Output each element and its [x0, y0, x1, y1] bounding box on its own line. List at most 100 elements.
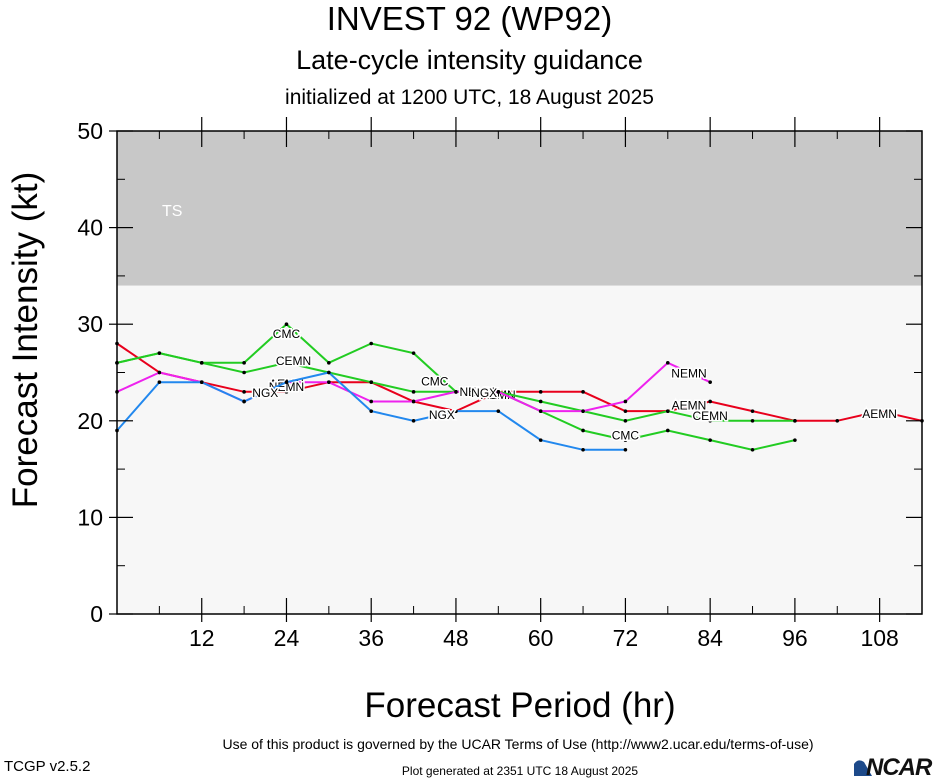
data-point-cmc [581, 428, 585, 433]
data-point-ngx [199, 380, 204, 384]
data-point-aemn [242, 390, 246, 394]
data-point-cmc [327, 361, 331, 365]
data-point-nemn [454, 390, 458, 394]
data-point-nemn [496, 390, 501, 394]
series-label-cmc: CMC [612, 428, 640, 442]
series-label-cmc: CMC [273, 327, 301, 341]
data-point-ngx [327, 370, 331, 375]
series-label-aemn: AEMN [481, 388, 516, 402]
data-point-ngx [623, 447, 628, 452]
series-label-nemn: NEMN [459, 385, 494, 399]
data-point-nemn [538, 409, 543, 413]
y-tick-label: 20 [77, 408, 103, 434]
data-point-cemn [242, 370, 246, 375]
data-point-ngx [581, 447, 585, 452]
data-point-nemn [581, 409, 585, 413]
series-label-ngx: NGX [252, 386, 278, 400]
series-label-aemn: AEMN [862, 407, 897, 421]
series-label-cemn: CEMN [692, 409, 727, 423]
data-point-nemn [411, 399, 416, 404]
data-point-ngx [242, 399, 246, 404]
data-point-ngx [369, 409, 374, 413]
data-point-aemn [581, 390, 585, 394]
y-tick-label: 30 [77, 311, 103, 337]
data-point-aemn [708, 399, 712, 404]
data-point-cemn [708, 419, 712, 423]
initialization-time: initialized at 1200 UTC, 18 August 2025 [285, 86, 654, 109]
data-point-aemn [115, 341, 119, 346]
y-tick-label: 40 [77, 215, 103, 241]
data-point-cemn [411, 390, 416, 394]
series-label-nemn: NEMN [269, 380, 304, 394]
data-point-cemn [793, 419, 797, 423]
data-point-nemn [327, 380, 331, 384]
data-point-nemn [708, 380, 712, 384]
data-point-cmc [242, 361, 246, 365]
data-point-aemn [284, 390, 289, 394]
data-point-cmc [793, 438, 797, 442]
data-point-nemn [115, 390, 119, 394]
x-axis-label: Forecast Period (hr) [364, 686, 676, 725]
data-point-nemn [157, 370, 162, 375]
x-tick-label: 96 [782, 625, 808, 651]
x-tick-label: 108 [860, 625, 898, 651]
data-point-cemn [369, 380, 374, 384]
data-point-cemn [665, 409, 670, 413]
chart-bands: TS [117, 131, 922, 614]
data-point-cmc [115, 361, 119, 365]
data-point-cemn [750, 419, 755, 423]
data-point-aemn [877, 409, 882, 413]
x-tick-label: 48 [443, 625, 469, 651]
series-label-cemn: CEMN [276, 354, 311, 368]
data-point-cmc [369, 341, 374, 346]
data-point-cmc [199, 361, 204, 365]
x-tick-label: 12 [189, 625, 215, 651]
x-tick-label: 60 [528, 625, 554, 651]
data-point-ngx [538, 438, 543, 442]
data-point-aemn [835, 419, 840, 423]
chart-subtitle: Late-cycle intensity guidance [296, 45, 643, 75]
data-point-nemn [369, 399, 374, 404]
data-point-ngx [115, 428, 119, 433]
data-point-cmc [157, 351, 162, 355]
ncar-logo: NCAR [866, 754, 932, 781]
data-point-ngx [411, 419, 416, 423]
data-point-cemn [284, 361, 289, 365]
generated-timestamp: Plot generated at 2351 UTC 18 August 202… [401, 764, 639, 778]
series-label-ngx: NGX [471, 386, 497, 400]
series-label-nemn: NEMN [671, 367, 706, 381]
x-tick-label: 72 [613, 625, 639, 651]
series-label-ngx: NGX [429, 408, 455, 422]
y-tick-label: 0 [90, 601, 103, 627]
data-point-cmc [750, 447, 755, 452]
data-point-cmc [411, 351, 416, 355]
series-label-cmc: CMC [421, 374, 449, 388]
ncar-logo-icon [854, 760, 872, 776]
y-axis-label: Forecast Intensity (kt) [6, 171, 45, 509]
data-point-ngx [157, 380, 162, 384]
version-label: TCGP v2.5.2 [4, 758, 91, 775]
data-point-nemn [623, 399, 628, 404]
data-point-ngx [496, 409, 501, 413]
data-point-ngx [284, 380, 289, 384]
data-point-cmc [623, 438, 628, 442]
data-point-cemn [623, 419, 628, 423]
data-point-aemn [750, 409, 755, 413]
data-point-aemn [623, 409, 628, 413]
terms-of-use-notice: Use of this product is governed by the U… [222, 736, 814, 752]
data-point-aemn [538, 390, 543, 394]
data-point-cemn [538, 399, 543, 404]
series-line-aemn [116, 342, 923, 422]
band-ts [117, 131, 922, 286]
data-point-cmc [708, 438, 712, 442]
x-tick-label: 84 [697, 625, 723, 651]
data-point-cmc [665, 428, 670, 433]
chart-title: INVEST 92 (WP92) [326, 0, 613, 37]
data-point-ngx [454, 409, 458, 413]
x-tick-label: 36 [358, 625, 384, 651]
y-tick-label: 10 [77, 504, 103, 530]
chart-ticks: 0 10 20 30 40 50 12 24 36 48 60 72 84 96 108 [77, 117, 922, 651]
series-label-aemn: AEMN [672, 398, 707, 412]
